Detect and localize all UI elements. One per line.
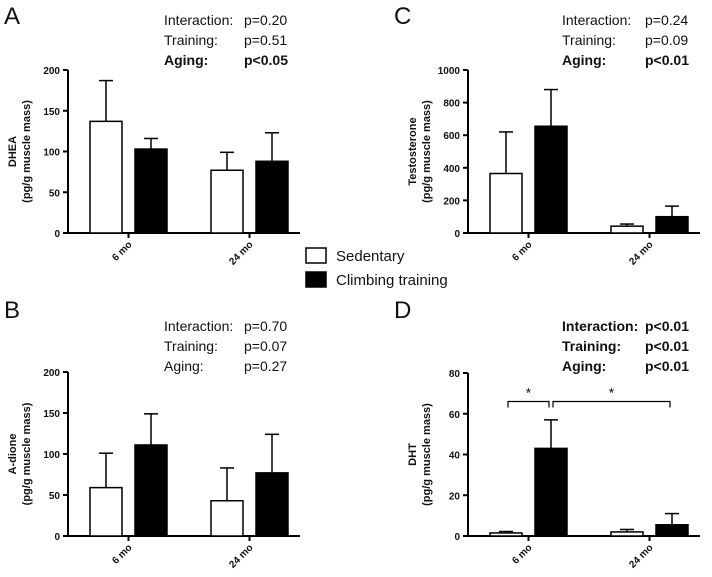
stat-value: p=0.24 — [645, 12, 688, 28]
stat-value: p<0.01 — [645, 358, 689, 374]
stat-label: Interaction: — [164, 318, 233, 334]
panel-d-dht-chart: Interaction: p<0.01 Training: p<0.01 Aging: p… — [407, 318, 700, 571]
y-tick-label: 0 — [54, 229, 60, 240]
x-tick-label: 24 mo — [227, 239, 255, 267]
y-axis-label: DHEA — [7, 136, 19, 167]
stat-label: Aging: — [164, 52, 208, 68]
y-tick-label: 50 — [49, 188, 61, 199]
y-tick-label: 0 — [54, 532, 60, 543]
panel-letter-b: B — [4, 297, 20, 324]
bar-climbing — [655, 215, 689, 234]
panel-letter-a: A — [4, 3, 20, 30]
bar-sedentary — [489, 532, 523, 537]
bar-sedentary — [210, 499, 244, 537]
bar-sedentary — [610, 531, 644, 537]
stat-label: Training: — [164, 32, 218, 48]
stat-label: Aging: — [562, 358, 606, 374]
y-axis-label: DHT — [407, 443, 419, 466]
x-tick-label: 24 mo — [227, 542, 255, 570]
significance-label: * — [609, 385, 615, 401]
y-axis-label: Testosterone — [407, 117, 419, 185]
y-tick-label: 40 — [449, 451, 461, 462]
stat-value: p=0.51 — [244, 32, 287, 48]
y-tick-label: 200 — [443, 196, 460, 207]
y-tick-label: 60 — [449, 410, 461, 421]
legend-label-climbing: Climbing training — [336, 272, 448, 289]
legend-label-sedentary: Sedentary — [336, 248, 405, 265]
stat-value: p=0.27 — [244, 358, 287, 374]
legend-swatch-climbing — [305, 271, 327, 288]
stat-value: p<0.01 — [645, 52, 689, 68]
bar-climbing — [255, 472, 289, 537]
stat-label: Interaction: — [164, 12, 233, 28]
y-tick-label: 600 — [443, 131, 460, 142]
y-tick-label: 100 — [43, 450, 60, 461]
panel-a-dhea-chart: Interaction: p=0.20 Training: p=0.51 Aging: p… — [7, 12, 300, 268]
bar-climbing — [134, 444, 168, 537]
legend: Sedentary Climbing training — [305, 247, 448, 289]
significance-bracket — [552, 400, 671, 408]
y-axis-label-unit: (pg/g muscle mass) — [421, 403, 433, 506]
stat-value: p=0.20 — [244, 12, 287, 28]
y-tick-label: 0 — [454, 229, 460, 240]
x-tick-label: 6 mo — [110, 542, 134, 566]
significance-label: * — [526, 385, 532, 401]
y-tick-label: 0 — [454, 532, 460, 543]
bar-climbing — [534, 447, 568, 537]
legend-swatch-sedentary — [305, 247, 327, 264]
stat-label: Training: — [164, 338, 218, 354]
y-tick-label: 1000 — [438, 66, 461, 77]
y-tick-label: 50 — [49, 491, 61, 502]
panel-letter-d: D — [394, 297, 411, 324]
y-axis-label-unit: (pg/g muscle mass) — [21, 402, 33, 505]
bar-climbing — [655, 524, 689, 537]
bar-sedentary — [89, 486, 123, 537]
significance-bracket — [507, 400, 550, 408]
stat-label: Interaction: — [562, 318, 638, 334]
y-tick-label: 150 — [43, 107, 60, 118]
bar-climbing — [534, 125, 568, 234]
panel-letter-c: C — [394, 3, 411, 30]
bar-climbing — [134, 148, 168, 234]
stat-value: p<0.01 — [645, 338, 689, 354]
bar-sedentary — [489, 172, 523, 234]
y-tick-label: 800 — [443, 99, 460, 110]
bar-climbing — [255, 160, 289, 234]
y-tick-label: 100 — [43, 148, 60, 159]
bar-sedentary — [610, 225, 644, 234]
x-tick-label: 24 mo — [627, 239, 655, 267]
stat-label: Aging: — [164, 358, 204, 374]
y-axis-label-unit: (pg/g muscle mass) — [21, 100, 33, 203]
x-tick-label: 24 mo — [627, 542, 655, 570]
y-tick-label: 200 — [43, 66, 60, 77]
y-axis-label-unit: (pg/g muscle mass) — [421, 100, 433, 203]
y-axis-label: A-dione — [7, 434, 19, 475]
stat-value: p=0.70 — [244, 318, 287, 334]
stat-value: p=0.09 — [645, 32, 688, 48]
bar-sedentary — [210, 169, 244, 234]
stat-label: Aging: — [562, 52, 606, 68]
stat-label: Training: — [562, 32, 616, 48]
y-tick-label: 200 — [43, 368, 60, 379]
x-tick-label: 6 mo — [510, 542, 534, 566]
x-tick-label: 6 mo — [110, 239, 134, 263]
y-tick-label: 150 — [43, 409, 60, 420]
stat-value: p<0.01 — [645, 318, 689, 334]
stat-value: p<0.05 — [244, 52, 288, 68]
stat-label: Training: — [562, 338, 621, 354]
x-tick-label: 6 mo — [510, 239, 534, 263]
panel-b-adione-chart: Interaction: p=0.70 Training: p=0.07 Aging: p… — [7, 318, 300, 571]
y-tick-label: 20 — [449, 491, 461, 502]
y-tick-label: 400 — [443, 164, 460, 175]
stat-label: Interaction: — [562, 12, 631, 28]
stat-value: p=0.07 — [244, 338, 287, 354]
y-tick-label: 80 — [449, 369, 461, 380]
panel-c-testosterone-chart: Interaction: p=0.24 Training: p=0.09 Aging: p… — [407, 12, 700, 268]
bar-sedentary — [89, 120, 123, 234]
